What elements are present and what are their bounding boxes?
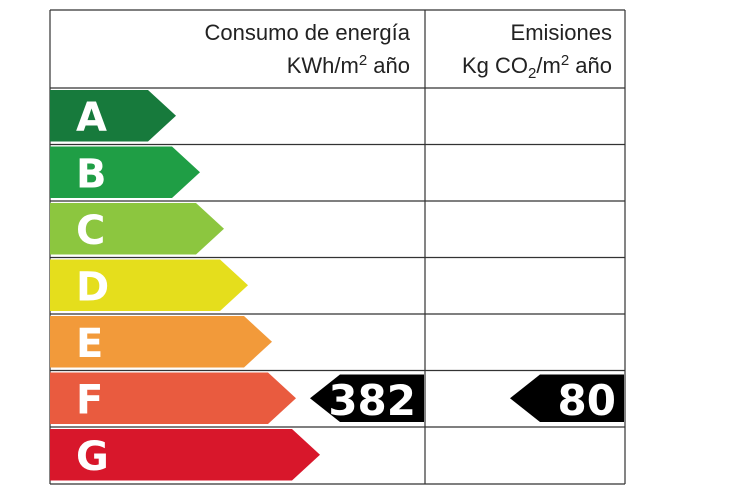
rating-letter: A (76, 95, 107, 141)
rating-letter: C (76, 208, 105, 254)
unit-part: KWh/m (287, 53, 359, 78)
emissions-title: Emisiones (511, 20, 612, 45)
unit-part: 2 (561, 52, 569, 69)
indicator-arrow (510, 374, 624, 422)
consumption-unit: KWh/m2​ año (287, 52, 410, 78)
unit-part: 2 (359, 52, 367, 69)
unit-part: 2 (528, 65, 536, 82)
rating-arrow (50, 316, 272, 368)
emissions-unit: Kg CO2​/m2​ año (462, 52, 612, 82)
rating-arrow (50, 90, 176, 142)
rating-letter: F (76, 377, 103, 423)
rating-arrow (50, 429, 320, 481)
unit-part: año (569, 53, 612, 78)
rating-arrow (50, 146, 200, 198)
indicator-value: 382 (328, 376, 416, 425)
indicator-arrow (310, 374, 424, 422)
indicator-value: 80 (558, 376, 616, 425)
rating-letter: D (76, 264, 109, 310)
unit-part: Kg CO (462, 53, 528, 78)
rating-letter: E (76, 321, 103, 367)
unit-part: /m (536, 53, 560, 78)
rating-letter: B (76, 151, 107, 197)
rating-arrow (50, 372, 296, 424)
rating-arrow (50, 259, 248, 311)
rating-arrow (50, 203, 224, 255)
consumption-title: Consumo de energía (205, 20, 411, 45)
rating-letter: G (76, 434, 109, 480)
unit-part: año (367, 53, 410, 78)
